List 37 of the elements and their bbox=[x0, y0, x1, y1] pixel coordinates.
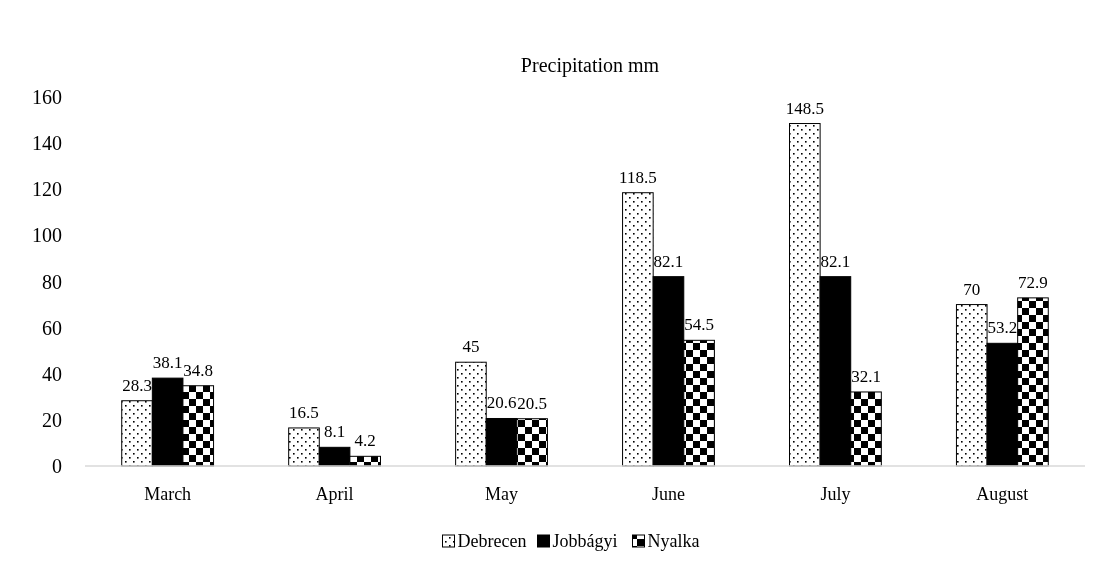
y-tick-label: 40 bbox=[42, 362, 62, 385]
y-tick-label: 100 bbox=[32, 224, 62, 247]
x-tick-label: April bbox=[315, 484, 354, 504]
x-tick-label: June bbox=[651, 484, 685, 504]
data-label: 45 bbox=[462, 337, 480, 357]
data-label: 54.5 bbox=[684, 315, 714, 335]
data-label: 82.1 bbox=[653, 251, 684, 271]
x-tick-label: May bbox=[485, 484, 519, 504]
data-label: 4.2 bbox=[354, 431, 376, 451]
legend-label: Debrecen bbox=[457, 531, 527, 551]
y-tick-label: 160 bbox=[32, 86, 62, 108]
data-label: 20.6 bbox=[486, 393, 517, 413]
legend-label: Nyalka bbox=[647, 531, 700, 551]
data-label: 72.9 bbox=[1018, 272, 1048, 292]
x-tick-label: March bbox=[144, 484, 192, 504]
data-label: 28.3 bbox=[122, 375, 152, 395]
y-tick-label: 80 bbox=[42, 270, 62, 293]
y-tick-label: 120 bbox=[32, 178, 62, 201]
data-label: 32.1 bbox=[851, 366, 881, 386]
data-label: 8.1 bbox=[323, 422, 346, 442]
y-tick-label: 60 bbox=[42, 316, 62, 339]
data-label: 16.5 bbox=[289, 402, 319, 422]
y-tick-label: 140 bbox=[32, 132, 62, 155]
data-label: 148.5 bbox=[785, 98, 824, 118]
x-tick-label: August bbox=[976, 484, 1029, 504]
data-label: 70 bbox=[963, 279, 981, 299]
y-tick-label: 20 bbox=[42, 408, 62, 431]
chart-title: Precipitation mm bbox=[520, 54, 660, 77]
y-tick-label: 0 bbox=[52, 455, 62, 477]
data-label: 38.1 bbox=[152, 353, 183, 373]
data-label: 82.1 bbox=[820, 251, 851, 271]
data-label: 20.5 bbox=[517, 393, 548, 413]
legend-label: Jobbágyi bbox=[552, 531, 618, 551]
data-label: 53.2 bbox=[987, 318, 1018, 338]
data-label: 34.8 bbox=[183, 360, 214, 380]
x-tick-label: July bbox=[820, 484, 851, 504]
data-label: 118.5 bbox=[619, 167, 657, 187]
